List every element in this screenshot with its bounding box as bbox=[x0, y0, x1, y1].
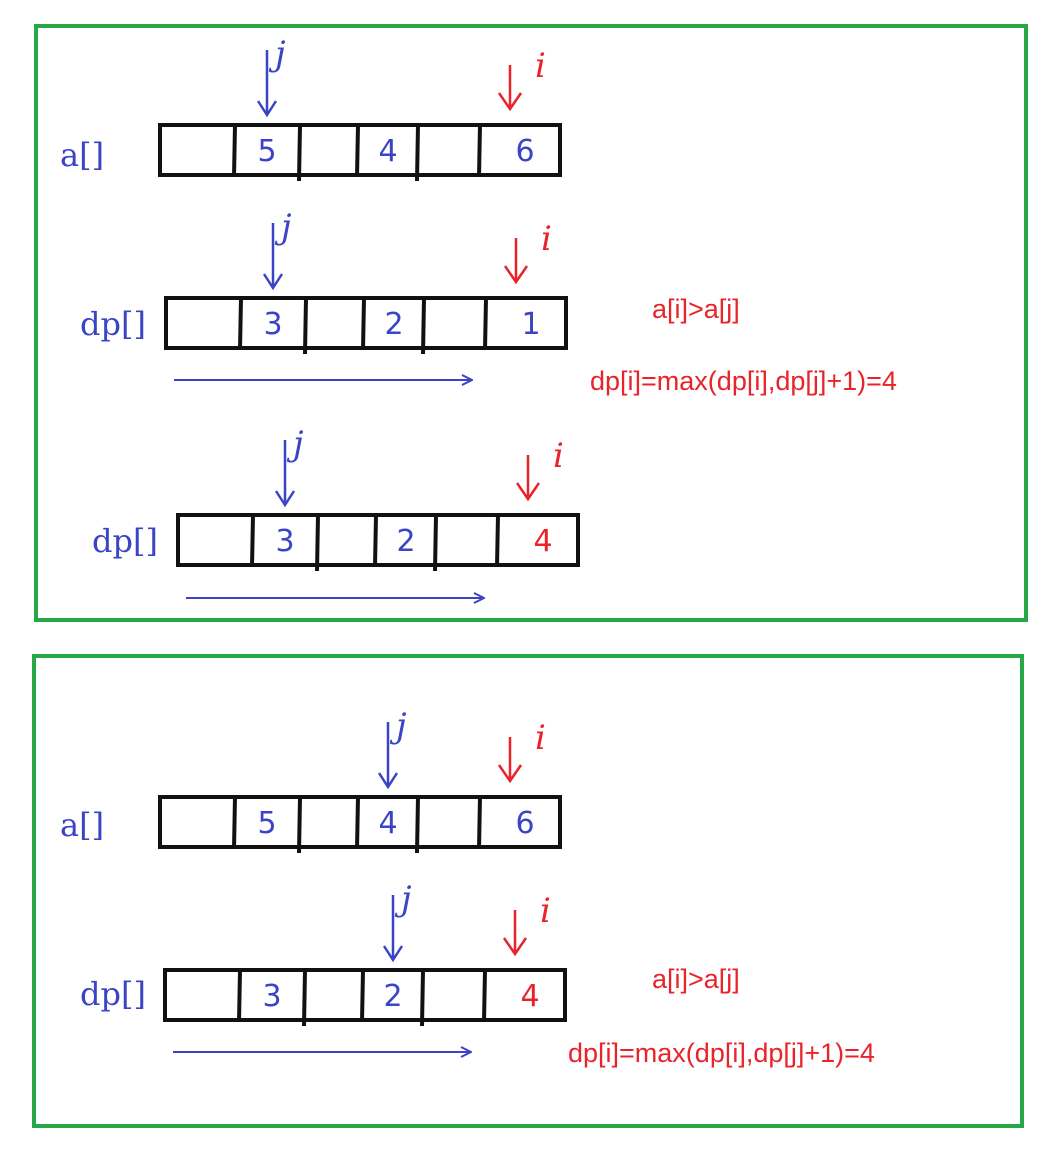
cell-divider bbox=[421, 297, 426, 355]
cell-divider bbox=[482, 969, 487, 1023]
i-pointer-arrowhead bbox=[515, 482, 541, 502]
cell-divider bbox=[297, 796, 302, 854]
cell-divider bbox=[303, 297, 308, 355]
j-pointer-arrowhead bbox=[377, 772, 399, 790]
cell-divider bbox=[302, 969, 307, 1027]
array-cell-value: 2 bbox=[383, 979, 402, 1014]
array-cell-value: 4 bbox=[520, 979, 539, 1014]
j-pointer-arrowhead bbox=[274, 490, 296, 508]
condition-text: a[i]>a[j] bbox=[652, 964, 740, 994]
cell-divider bbox=[495, 514, 500, 568]
array-cell-value: 5 bbox=[257, 134, 276, 169]
j-pointer-arrowhead bbox=[382, 945, 404, 963]
array-box bbox=[176, 513, 580, 567]
i-pointer-arrowhead bbox=[503, 265, 529, 285]
row-label: dp[] bbox=[80, 305, 146, 343]
i-pointer-arrowhead bbox=[497, 764, 523, 784]
array-cell-value: 3 bbox=[263, 307, 282, 342]
cell-divider bbox=[250, 514, 255, 568]
cell-divider bbox=[415, 796, 420, 854]
cell-divider bbox=[355, 124, 360, 178]
j-pointer-label: j bbox=[394, 879, 412, 919]
array-box bbox=[163, 968, 567, 1022]
panel-1-frame bbox=[34, 24, 1028, 622]
panel-1-row-1: a[] bbox=[60, 136, 104, 174]
array-cell-value: 6 bbox=[515, 806, 534, 841]
j-pointer-label: j bbox=[286, 424, 304, 464]
row-label: dp[] bbox=[92, 522, 158, 560]
cell-divider bbox=[433, 514, 438, 572]
cell-divider bbox=[232, 796, 237, 850]
cell-divider bbox=[420, 969, 425, 1027]
cell-divider bbox=[315, 514, 320, 572]
array-cell-value: 2 bbox=[396, 524, 415, 559]
array-cell-value: 3 bbox=[262, 979, 281, 1014]
array-box bbox=[158, 123, 562, 177]
row-label: a[] bbox=[60, 806, 104, 844]
panel-1-row-3: dp[] bbox=[92, 522, 158, 560]
panel-2-row-2: dp[] bbox=[80, 975, 146, 1013]
panel-1-row-2: dp[] bbox=[80, 305, 146, 343]
j-pointer-label: j bbox=[389, 706, 407, 746]
formula-text: dp[i]=max(dp[i],dp[j]+1)=4 bbox=[590, 366, 897, 396]
panel-2-frame bbox=[32, 654, 1024, 1128]
row-label: dp[] bbox=[80, 975, 146, 1013]
cell-divider bbox=[237, 969, 242, 1023]
array-cell-value: 4 bbox=[378, 806, 397, 841]
i-pointer-arrowhead bbox=[497, 92, 523, 112]
j-pointer-label: j bbox=[268, 34, 286, 74]
j-pointer-arrowhead bbox=[262, 273, 284, 291]
cell-divider bbox=[297, 124, 302, 182]
cell-divider bbox=[355, 796, 360, 850]
j-pointer-arrowhead bbox=[256, 100, 278, 118]
i-pointer-label: i bbox=[535, 46, 546, 86]
i-pointer-label: i bbox=[553, 436, 564, 476]
array-cell-value: 4 bbox=[378, 134, 397, 169]
row-label: a[] bbox=[60, 136, 104, 174]
cell-divider bbox=[360, 969, 365, 1023]
cell-divider bbox=[361, 297, 366, 351]
condition-text: a[i]>a[j] bbox=[652, 294, 740, 324]
array-rows: 5 4 6 j i 3 2 1 j i 3 2 4 j i 5 4 6 j i 3 2 4 j i bbox=[158, 34, 580, 1052]
i-pointer-arrowhead bbox=[502, 937, 528, 957]
array-cell-value: 3 bbox=[275, 524, 294, 559]
panel-2-row-1: a[] bbox=[60, 806, 104, 844]
array-cell-value: 2 bbox=[384, 307, 403, 342]
cell-divider bbox=[238, 297, 243, 351]
cell-divider bbox=[415, 124, 420, 182]
array-cell-value: 5 bbox=[257, 806, 276, 841]
array-cell-value: 6 bbox=[515, 134, 534, 169]
j-pointer-label: j bbox=[274, 207, 292, 247]
array-box bbox=[158, 795, 562, 849]
array-cell-value: 4 bbox=[533, 524, 552, 559]
cell-divider bbox=[477, 796, 482, 850]
cell-divider bbox=[477, 124, 482, 178]
array-cell-value: 1 bbox=[521, 307, 540, 342]
i-pointer-label: i bbox=[535, 718, 546, 758]
cell-divider bbox=[232, 124, 237, 178]
formula-text: dp[i]=max(dp[i],dp[j]+1)=4 bbox=[568, 1038, 875, 1068]
i-pointer-label: i bbox=[540, 891, 551, 931]
i-pointer-label: i bbox=[541, 219, 552, 259]
cell-divider bbox=[483, 297, 488, 351]
cell-divider bbox=[373, 514, 378, 568]
array-box bbox=[164, 296, 568, 350]
